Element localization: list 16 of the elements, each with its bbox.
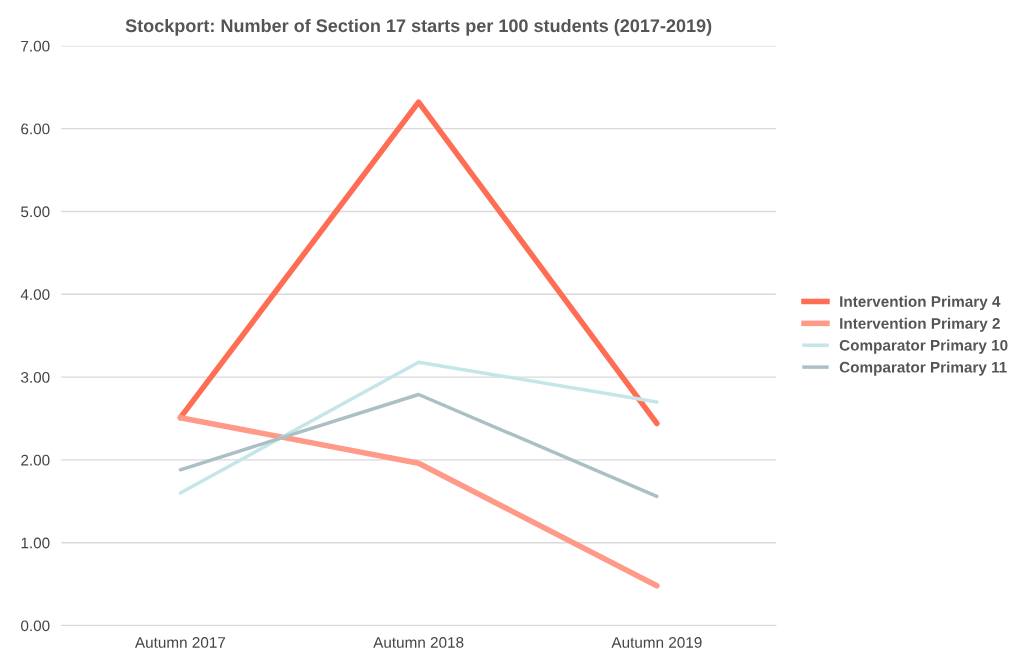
legend-label: Intervention Primary 4 [840,295,1001,310]
y-tick-label: 5.00 [21,206,50,218]
chart-title: Stockport: Number of Section 17 starts per 100 students (2017-2019) [125,18,712,36]
y-tick-label: 3.00 [21,371,50,383]
legend-label: Comparator Primary 11 [839,361,1007,376]
x-tick-label: Autumn 2017 [134,637,226,648]
legend-label: Intervention Primary 2 [840,317,1000,332]
y-tick-label: 6.00 [21,123,50,135]
y-tick-label: 1.00 [21,537,50,549]
x-tick-label: Autumn 2019 [611,637,702,648]
y-tick-label: 4.00 [20,289,50,300]
y-tick-label: 7.00 [21,40,50,52]
y-tick-label: 2.00 [21,454,50,466]
legend-label: Comparator Primary 10 [839,339,1008,354]
x-tick-label: Autumn 2018 [373,637,464,648]
y-tick-label: 0.00 [21,620,50,632]
